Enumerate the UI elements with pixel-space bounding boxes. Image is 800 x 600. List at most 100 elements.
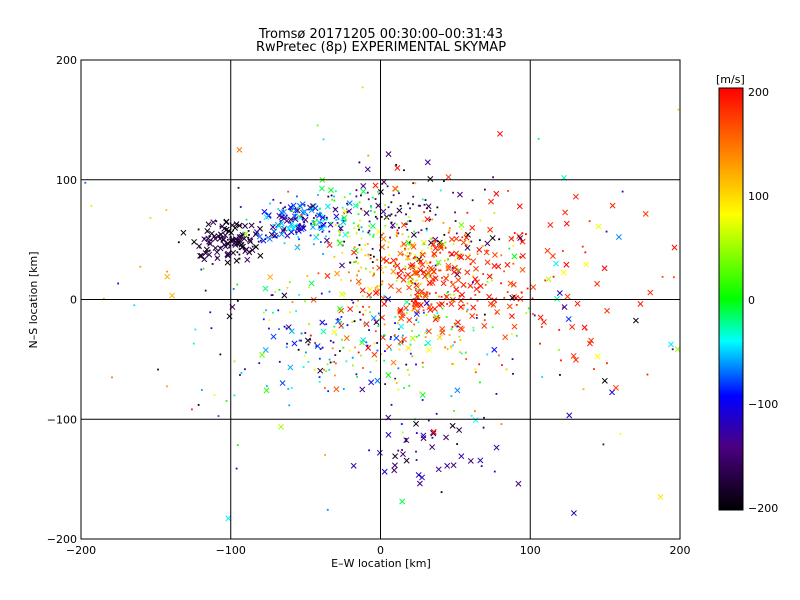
data-point-dot — [438, 317, 441, 319]
data-point-dot — [333, 207, 336, 210]
data-point-dot — [279, 201, 282, 204]
data-point-dot — [483, 188, 486, 191]
data-point-dot — [324, 387, 326, 389]
data-point-cross — [301, 208, 308, 215]
data-point-dot — [399, 316, 402, 319]
data-point-dot — [225, 255, 228, 257]
data-point-cross — [210, 219, 217, 226]
data-point-dot — [307, 343, 310, 346]
data-point-dot — [371, 247, 374, 250]
data-point-dot — [395, 258, 398, 261]
data-point-dot — [343, 196, 346, 199]
data-point-dot — [401, 233, 404, 236]
data-point-dot — [235, 241, 238, 243]
y-tick-label: −200 — [47, 533, 77, 546]
data-point-dot — [454, 259, 457, 262]
data-point-cross — [373, 319, 380, 326]
data-point-dot — [348, 349, 351, 352]
data-point-dot — [373, 211, 376, 214]
data-point-dot — [332, 341, 335, 344]
data-point-dot — [364, 323, 367, 325]
data-point-dot — [409, 343, 412, 346]
data-point-cross — [291, 213, 298, 220]
data-point-cross — [454, 271, 461, 278]
data-point-cross — [287, 364, 294, 371]
data-point-dot — [375, 359, 378, 362]
data-point-dot — [512, 372, 514, 375]
data-point-dot — [404, 265, 407, 268]
data-point-dot — [407, 220, 409, 223]
data-point-dot — [308, 208, 311, 211]
data-point-dot — [411, 281, 414, 284]
data-point-cross — [464, 269, 471, 276]
data-point-dot — [300, 339, 302, 342]
data-point-dot — [295, 195, 298, 198]
data-point-cross — [381, 301, 388, 307]
data-point-dot — [369, 257, 372, 260]
data-point-dot — [390, 403, 393, 406]
data-point-dot — [208, 249, 211, 252]
data-point-dot — [455, 232, 458, 235]
data-point-cross — [201, 256, 208, 263]
data-point-dot — [478, 239, 481, 242]
data-point-dot — [355, 189, 358, 192]
data-point-dot — [373, 273, 375, 276]
data-point-dot — [334, 374, 336, 377]
data-point-dot — [429, 261, 432, 264]
data-point-cross — [180, 229, 187, 236]
data-point-dot — [368, 329, 370, 332]
data-point-dot — [452, 243, 455, 245]
data-point-dot — [471, 281, 474, 284]
data-point-cross — [425, 347, 432, 353]
data-point-cross — [288, 229, 295, 236]
data-point-dot — [393, 378, 396, 381]
data-point-dot — [408, 373, 411, 376]
data-point-dot — [294, 213, 297, 216]
data-point-cross — [337, 305, 343, 312]
data-point-dot — [240, 372, 243, 374]
data-point-cross — [390, 257, 397, 264]
data-point-cross — [299, 201, 306, 208]
data-point-dot — [277, 309, 280, 312]
data-point-dot — [436, 206, 439, 209]
data-point-dot — [396, 232, 398, 234]
data-point-dot — [341, 217, 344, 219]
data-point-dot — [283, 217, 286, 220]
data-point-dot — [415, 287, 417, 290]
data-point-dot — [436, 312, 439, 314]
data-point-cross — [287, 216, 294, 223]
data-point-cross — [291, 340, 298, 347]
data-point-dot — [328, 368, 331, 371]
data-point-cross — [423, 300, 430, 307]
data-point-dot — [362, 313, 365, 316]
data-point-dot — [483, 319, 486, 322]
data-point-dot — [533, 314, 536, 317]
scatter-points — [84, 86, 681, 522]
data-point-dot — [418, 334, 420, 337]
data-point-dot — [323, 216, 326, 219]
data-point-cross — [554, 295, 560, 302]
data-point-dot — [407, 247, 410, 250]
data-point-cross — [517, 235, 524, 242]
data-point-cross — [397, 307, 404, 313]
data-point-dot — [278, 328, 280, 330]
data-point-cross — [544, 247, 551, 254]
data-point-dot — [194, 328, 197, 331]
data-point-dot — [302, 216, 304, 219]
data-point-dot — [274, 291, 277, 293]
data-point-dot — [382, 271, 385, 274]
data-point-dot — [362, 367, 364, 369]
data-point-dot — [368, 225, 371, 227]
colorbar-tick: −100 — [748, 398, 778, 411]
data-point-dot — [200, 389, 203, 391]
data-point-cross — [281, 292, 288, 299]
data-point-dot — [281, 226, 284, 229]
data-point-dot — [484, 283, 487, 286]
data-point-dot — [421, 399, 424, 401]
data-point-cross — [429, 279, 436, 286]
data-point-dot — [333, 325, 336, 328]
data-point-cross — [403, 437, 410, 444]
data-point-dot — [197, 404, 200, 406]
data-point-cross — [398, 267, 405, 274]
data-point-dot — [385, 217, 388, 220]
